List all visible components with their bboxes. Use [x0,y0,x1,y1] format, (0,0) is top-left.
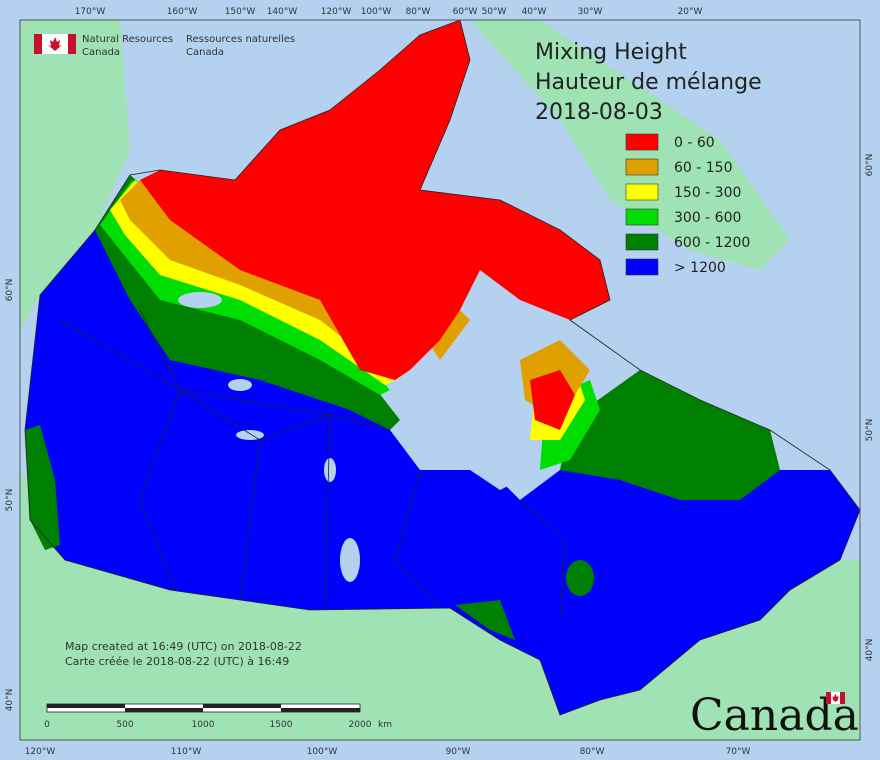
right-latitude-label: 50°N [865,419,875,442]
agency-fr-line2: Canada [186,47,224,58]
top-longitude-label: 80°W [406,7,431,17]
top-longitude-label: 140°W [267,7,298,17]
alaska-land [20,20,130,330]
lake [228,379,252,391]
top-longitude-label: 150°W [225,7,256,17]
maple-leaf-icon [48,37,62,51]
bottom-longitude-label: 90°W [446,747,471,757]
bottom-longitude-label: 110°W [171,747,202,757]
top-longitude-label: 170°W [75,7,106,17]
bottom-longitude-labels: 120°W 110°W 100°W 90°W 80°W 70°W [25,747,751,757]
wordmark-flag-icon [826,692,845,704]
left-latitude-label: 50°N [5,489,15,512]
scale-unit: km [378,720,392,730]
scale-tick-label: 2000 [349,720,372,730]
canada-outline [24,19,861,716]
legend-swatch [625,208,659,226]
legend-swatch [625,133,659,151]
government-canada-logo [34,34,76,54]
legend-label: 0 - 60 [674,135,715,151]
flag-right-band [68,34,76,54]
bottom-longitude-label: 80°W [580,747,605,757]
agency-fr-line1: Ressources naturelles [186,34,295,45]
top-longitude-label: 120°W [321,7,352,17]
left-latitude-label: 40°N [5,689,15,712]
left-latitude-label: 60°N [5,279,15,302]
legend-swatch [625,258,659,276]
map-frame [19,19,861,741]
top-longitude-labels: 170°W 160°W 150°W 140°W 120°W 100°W 80°W 60°W 50… [75,7,703,17]
agency-en-line2: Canada [82,47,120,58]
right-latitude-label: 60°N [865,154,875,177]
scale-tick-label: 500 [116,720,133,730]
flag-left-band [34,34,42,54]
legend-label: 300 - 600 [674,210,741,226]
province-boundaries [59,309,566,621]
bottom-longitude-label: 100°W [307,747,338,757]
band-600-1200-patch [566,560,594,596]
scale-bar-labels: 0 500 1000 1500 2000 [44,720,372,730]
top-longitude-label: 40°W [522,7,547,17]
lake [178,292,222,308]
scale-tick-label: 1500 [270,720,293,730]
top-longitude-label: 100°W [361,7,392,17]
title-fr: Hauteur de mélange [535,70,762,95]
band-600-1200-west-coast [25,425,60,550]
band-0-60-labrador [530,370,575,430]
right-latitude-labels: 60°N 50°N 40°N [865,154,875,662]
hudson-bay [395,360,525,490]
lake [324,458,336,482]
credit-en: Map created at 16:49 (UTC) on 2018-08-22 [65,640,302,653]
left-latitude-labels: 60°N 50°N 40°N [5,279,15,712]
lake [340,538,360,582]
title-date: 2018-08-03 [535,100,663,125]
title-en: Mixing Height [535,40,687,65]
legend-swatch [625,233,659,251]
band-600-1200-southeast [455,600,515,640]
legend-label: 60 - 150 [674,160,733,176]
scale-bar [46,703,361,713]
band-0-60-arctic [140,20,610,380]
top-longitude-label: 60°W [453,7,478,17]
bottom-longitude-label: 70°W [726,747,751,757]
legend-label: 150 - 300 [674,185,741,201]
bottom-longitude-label: 120°W [25,747,56,757]
scale-tick-label: 0 [44,720,50,730]
lake [236,430,264,440]
band-600-1200-labrador [560,370,780,500]
legend: 0 - 60 60 - 150 150 - 300 300 - 600 600 - 12… [625,133,750,276]
top-longitude-label: 50°W [482,7,507,17]
agency-en-line1: Natural Resources [82,34,173,45]
top-longitude-label: 30°W [578,7,603,17]
top-longitude-label: 160°W [167,7,198,17]
scale-tick-label: 1000 [192,720,215,730]
legend-swatch [625,183,659,201]
legend-label: > 1200 [674,260,726,276]
legend-swatch [625,158,659,176]
right-latitude-label: 40°N [865,639,875,662]
top-longitude-label: 20°W [678,7,703,17]
legend-label: 600 - 1200 [674,235,750,251]
credit-fr: Carte créée le 2018-08-22 (UTC) à 16:49 [65,655,289,668]
